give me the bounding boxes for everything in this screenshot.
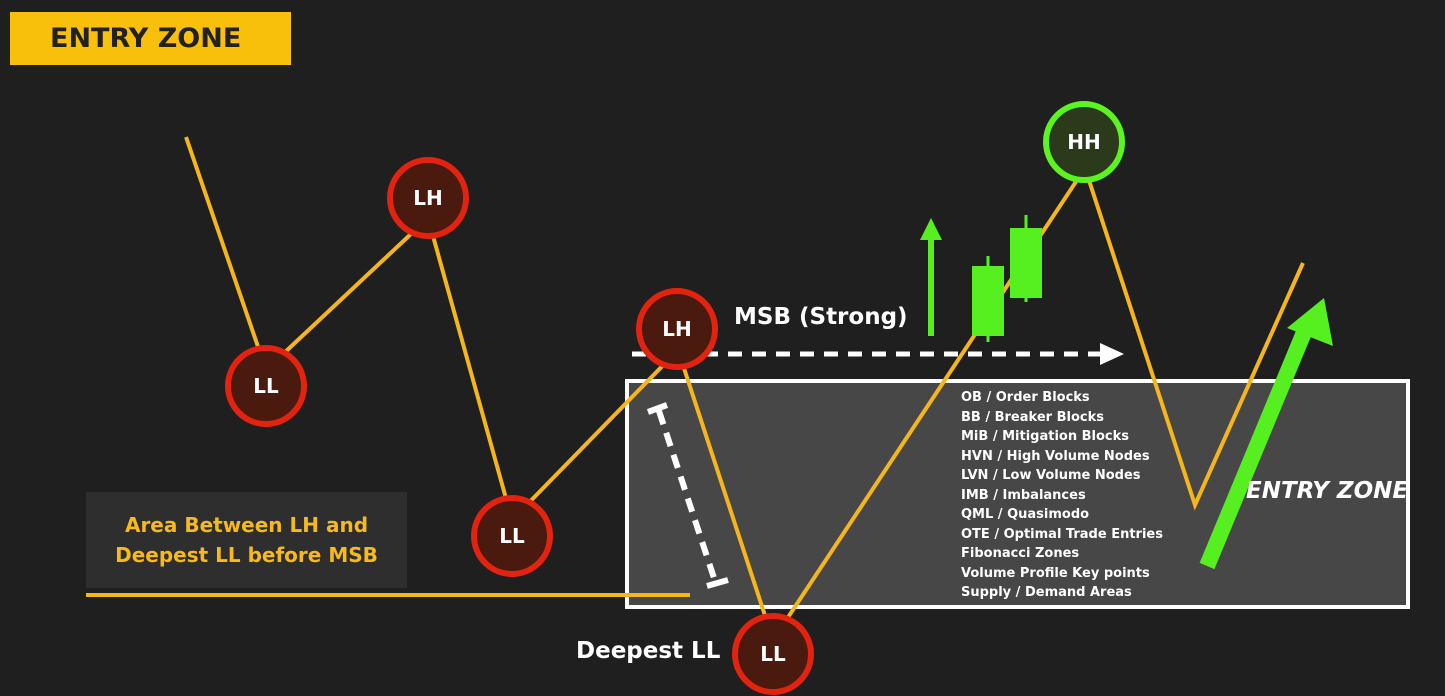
entry-zone-list: OB / Order Blocks BB / Breaker Blocks Mi…	[961, 388, 1163, 603]
swing-circle-hh	[1043, 101, 1125, 183]
msb-arrowhead	[1100, 343, 1124, 365]
depth-measure-cap-top	[646, 402, 669, 415]
swing-circle-ll-2	[471, 495, 553, 577]
entry-zone-item: BB / Breaker Blocks	[961, 409, 1104, 425]
entry-zone-item: Supply / Demand Areas	[961, 585, 1132, 600]
entry-zone-box	[625, 379, 1410, 609]
deepest-ll-label: Deepest LL	[576, 638, 721, 664]
depth-measure-line	[656, 410, 719, 585]
entry-zone-item: LVN / Low Volume Nodes	[961, 468, 1141, 483]
swing-label-lh-2: LH	[662, 317, 692, 341]
swing-circle-ll-1	[225, 345, 307, 427]
area-note-box: Area Between LH and Deepest LL before MS…	[86, 492, 407, 588]
entry-zone-item: IMB / Imbalances	[961, 487, 1086, 503]
entry-zone-item: Fibonacci Zones	[961, 546, 1080, 561]
area-note-text: Area Between LH and Deepest LL before MS…	[115, 513, 378, 567]
entry-zone-item: MiB / Mitigation Blocks	[961, 429, 1130, 444]
big-up-arrowhead	[1287, 298, 1333, 346]
candle-1-body	[972, 266, 1004, 336]
swing-circle-lh-2	[636, 288, 718, 370]
swing-label-hh: HH	[1067, 130, 1101, 154]
depth-measure-cap-bottom	[706, 577, 729, 589]
entry-zone-item: OTE / Optimal Trade Entries	[961, 526, 1163, 542]
title-text: ENTRY ZONE	[50, 23, 242, 54]
entry-zone-item: OB / Order Blocks	[961, 390, 1090, 405]
msb-label: MSB (Strong)	[734, 304, 908, 330]
swing-circle-ll-3	[732, 613, 814, 695]
swing-label-ll-2: LL	[499, 524, 525, 548]
swing-label-ll-1: LL	[253, 374, 279, 398]
swing-label-ll-3: LL	[760, 642, 786, 666]
big-up-arrow-shaft	[1199, 326, 1313, 570]
swing-label-lh-1: LH	[413, 186, 443, 210]
entry-zone-item: HVN / High Volume Nodes	[961, 448, 1150, 464]
candle-2-body	[1010, 228, 1042, 298]
entry-zone-item: Volume Profile Key points	[961, 565, 1150, 581]
title-banner: ENTRY ZONE	[10, 12, 291, 65]
swing-circle-lh-1	[387, 157, 469, 239]
entry-zone-item: QML / Quasimodo	[961, 507, 1090, 522]
small-up-arrowhead	[920, 218, 942, 240]
entry-zone-tag: ENTRY ZONE	[1246, 478, 1409, 504]
